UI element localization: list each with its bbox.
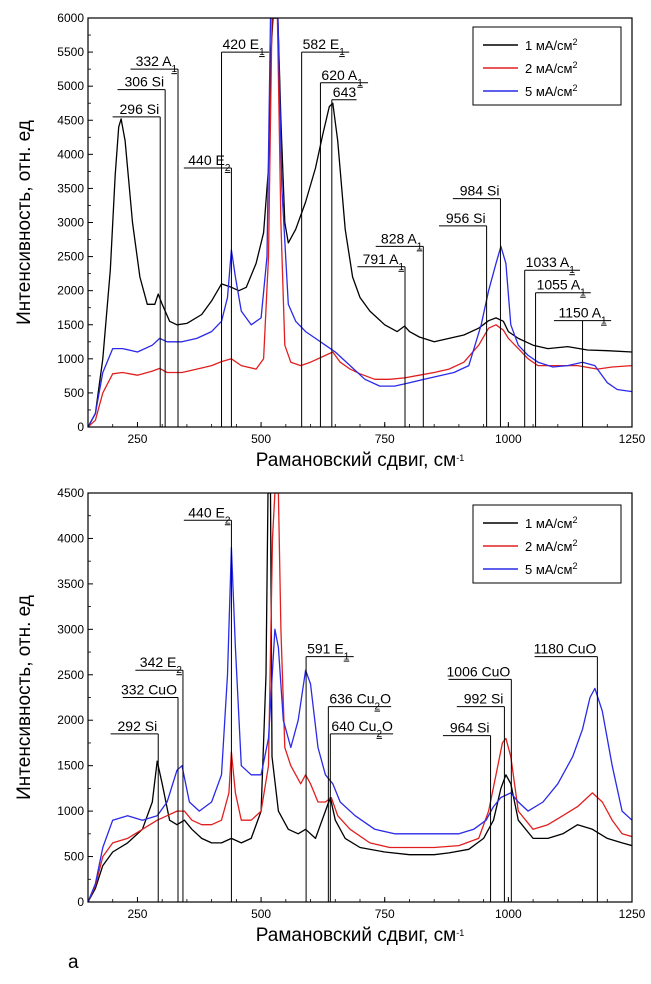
y-tick-label-10: 4500	[57, 113, 84, 127]
y-tick-label-9: 4000	[57, 531, 84, 545]
y-tick-label-5: 2000	[57, 713, 84, 727]
annotation-label-7: 620 A1	[321, 67, 363, 89]
y-tick-label-10: 4500	[57, 486, 84, 500]
annotation-label-6: 582 E1	[303, 36, 346, 58]
y-axis-label: Интенсивность, отн. ед	[14, 595, 35, 800]
series-line-2	[88, 493, 632, 902]
x-tick-label-1: 250	[127, 907, 147, 921]
annotation-label-2: 306 Si	[124, 74, 164, 90]
y-tick-label-3: 1000	[57, 352, 84, 366]
annotation-label-2: 332 CuO	[121, 682, 177, 698]
legend-label-3: 5 мА/см2	[525, 83, 578, 99]
x-tick-label-2: 500	[251, 907, 271, 921]
annotations: 292 Si 332 CuO 342 E2 440 E2 591 E1 636 Cu2O 6…	[110, 504, 598, 902]
panel-label: а	[68, 952, 79, 973]
legend: 1 мА/см2 2 мА/см2 5 мА/см2	[472, 504, 622, 584]
y-tick-label-7: 3000	[57, 622, 84, 636]
y-tick-label-2: 500	[64, 386, 84, 400]
annotation-label-9: 992 Si	[464, 691, 504, 707]
y-tick-label-6: 2500	[57, 668, 84, 682]
annotation-label-3: 332 A1	[136, 53, 178, 75]
x-tick-label-3: 750	[375, 432, 395, 446]
annotation-label-11: 1180 CuO	[534, 641, 597, 657]
annotation-label-9: 791 A1	[363, 251, 405, 273]
annotation-label-3: 342 E2	[140, 654, 183, 676]
y-axis-label: Интенсивность, отн. ед	[14, 120, 35, 325]
annotation-label-4: 440 E2	[188, 504, 231, 526]
legend-box	[472, 504, 622, 584]
y-tick-label-7: 3000	[57, 216, 84, 230]
annotation-label-13: 1033 A1	[526, 254, 576, 276]
y-tick-label-6: 2500	[57, 250, 84, 264]
y-tick-label-1: 0	[77, 895, 84, 909]
annotation-label-7: 640 Cu2O	[331, 718, 393, 740]
annotation-label-5: 591 E1	[307, 641, 350, 663]
y-tick-label-4: 1500	[57, 318, 84, 332]
y-tick-label-11: 5000	[57, 79, 84, 93]
annotation-label-10: 1006 CuO	[447, 663, 511, 679]
annotation-label-14: 1055 A1	[537, 277, 587, 299]
x-tick-label-3: 750	[375, 907, 395, 921]
annotation-label-6: 636 Cu2O	[329, 691, 391, 713]
annotation-label-12: 984 Si	[460, 183, 500, 199]
annotation-label-4: 420 E1	[223, 36, 266, 58]
x-tick-label-4: 1000	[495, 907, 522, 921]
legend-label-1: 1 мА/см2	[525, 515, 578, 531]
x-axis-label: Рамановский сдвиг, см-1	[256, 925, 465, 946]
annotation-label-11: 956 Si	[446, 210, 486, 226]
annotation-label-1: 292 Si	[118, 718, 158, 734]
x-tick-label-4: 1000	[495, 432, 522, 446]
series-line-1	[88, 18, 632, 427]
x-tick-label-5: 1250	[619, 432, 646, 446]
y-tick-label-2: 500	[64, 850, 84, 864]
y-tick-label-12: 5500	[57, 45, 84, 59]
x-tick-label-1: 250	[127, 432, 147, 446]
legend-box	[472, 26, 622, 106]
chart-panel-2: 292 Si 332 CuO 342 E2 440 E2 591 E1 636 Cu2O 6…	[14, 486, 646, 946]
x-tick-label-5: 1250	[619, 907, 646, 921]
legend: 1 мА/см2 2 мА/см2 5 мА/см2	[472, 26, 622, 106]
series-line-3	[88, 546, 632, 902]
y-tick-label-3: 1000	[57, 804, 84, 818]
y-tick-label-4: 1500	[57, 759, 84, 773]
y-tick-label-8: 3500	[57, 181, 84, 195]
y-tick-label-8: 3500	[57, 577, 84, 591]
legend-label-1: 1 мА/см2	[525, 37, 578, 53]
annotation-label-1: 296 Si	[120, 101, 160, 117]
legend-label-2: 2 мА/см2	[525, 538, 578, 554]
series-group	[88, 493, 632, 902]
x-tick-label-2: 500	[251, 432, 271, 446]
annotation-label-5: 440 E2	[188, 152, 231, 174]
legend-label-2: 2 мА/см2	[525, 60, 578, 76]
annotation-label-8: 643	[333, 84, 357, 100]
legend-label-3: 5 мА/см2	[525, 561, 578, 577]
y-tick-label-13: 6000	[57, 11, 84, 25]
y-tick-label-9: 4000	[57, 147, 84, 161]
annotation-label-15: 1150 A1	[558, 305, 607, 327]
annotation-label-10: 828 A1	[381, 230, 423, 252]
y-tick-label-1: 0	[77, 420, 84, 434]
x-axis-label: Рамановский сдвиг, см-1	[256, 450, 465, 471]
y-tick-label-5: 2000	[57, 284, 84, 298]
series-line-2	[88, 18, 632, 427]
annotation-label-8: 964 Si	[450, 720, 490, 736]
